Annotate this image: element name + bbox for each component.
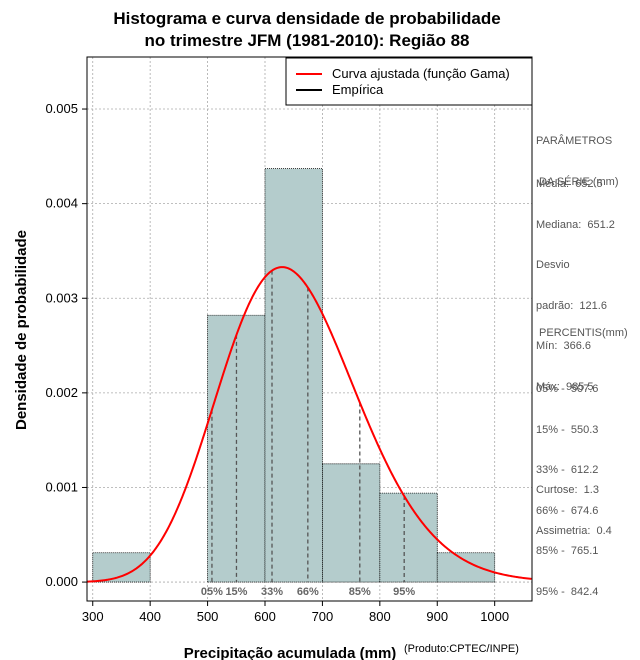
param-mean: Média: 652.5 [536, 178, 603, 190]
credit-text: (Produto:CPTEC/INPE) [404, 643, 519, 655]
y-tick-label: 0.000 [45, 574, 78, 589]
param-sd: padrão: 121.6 [536, 299, 607, 312]
chart-title-line2: no trimestre JFM (1981-2010): Região 88 [144, 31, 469, 50]
percentile-label: 66% [297, 586, 319, 598]
histogram-bar [264, 168, 323, 583]
stat-skewness: Assimetria: 0.4 [536, 524, 612, 537]
legend: Curva ajustada (função Gama) Empírica [285, 57, 533, 106]
stat-kurtosis: Curtose: 1.3 [536, 484, 599, 496]
x-tick-label: 900 [426, 609, 448, 624]
percentil-05: 05% - 507.6 [536, 383, 599, 395]
param-min: Mín: 366.6 [536, 340, 592, 352]
y-tick-label: 0.005 [45, 101, 78, 116]
legend-box [285, 57, 533, 106]
percentil-15: 15% - 550.3 [536, 423, 599, 436]
percentil-66: 66% - 674.6 [536, 504, 599, 517]
y-axis-label: Densidade de probabilidade [13, 230, 30, 430]
chart-title-line1: Histograma e curva densidade de probabil… [113, 9, 500, 28]
percentile-lines [211, 270, 405, 583]
plot-frame [86, 56, 533, 602]
params-header: PARÂMETROS [536, 135, 613, 147]
histogram-bar [322, 463, 381, 583]
x-tick-label: 400 [139, 609, 161, 624]
x-axis-label: Precipitação acumulada (mm) [184, 645, 397, 660]
percentile-label: 15% [225, 586, 247, 598]
percentil-85: 85% - 765.1 [536, 545, 599, 557]
histogram-bar [379, 492, 438, 583]
stats-list: Curtose: 1.3 Assimetria: 0.4 [536, 457, 612, 552]
y-axis-ticks: 0.000 0.001 0.002 0.003 0.004 0.005 [45, 101, 87, 589]
percentile-label: 95% [393, 586, 415, 598]
x-tick-label: 700 [312, 609, 334, 624]
params-list: Média: 652.5 Mediana: 651.2 Desvio padrã… [536, 151, 615, 408]
percentile-label: 05% [201, 586, 223, 598]
percentile-label: 85% [349, 586, 371, 598]
x-tick-label: 1000 [480, 609, 509, 624]
param-max: Máx: 985.5 [536, 380, 594, 393]
x-tick-label: 800 [369, 609, 391, 624]
x-tick-label: 600 [254, 609, 276, 624]
y-tick-label: 0.004 [45, 196, 78, 211]
x-tick-label: 500 [197, 609, 219, 624]
param-sd-label: Desvio [536, 259, 570, 271]
y-tick-label: 0.002 [45, 385, 78, 400]
percentil-33: 33% - 612.2 [536, 464, 599, 476]
fitted-gamma-curve [86, 266, 532, 583]
percentile-labels: 05% 15% 33% 66% 85% 95% [201, 586, 415, 598]
percentil-95: 95% - 842.4 [536, 585, 599, 598]
params-header-2: DA SÉRIE (mm) [536, 175, 619, 188]
percentis-list: 05% - 507.6 15% - 550.3 33% - 612.2 66% … [536, 356, 598, 613]
histogram-bars [92, 168, 496, 583]
legend-label-empirical: Empírica [332, 82, 384, 97]
histogram-bar [436, 552, 496, 583]
x-tick-label: 300 [82, 609, 104, 624]
params-panel: PARÂMETROS DA SÉRIE (mm) [536, 108, 619, 203]
param-median: Mediana: 651.2 [536, 218, 615, 231]
percentile-label: 33% [261, 586, 283, 598]
histogram-bar [92, 552, 151, 583]
x-axis-ticks: 300 400 500 600 700 800 900 1000 [82, 601, 509, 624]
percentis-header: PERCENTIS(mm) [536, 327, 628, 339]
y-tick-label: 0.001 [45, 479, 78, 494]
y-tick-label: 0.003 [45, 290, 78, 305]
legend-label-curve: Curva ajustada (função Gama) [332, 66, 510, 81]
